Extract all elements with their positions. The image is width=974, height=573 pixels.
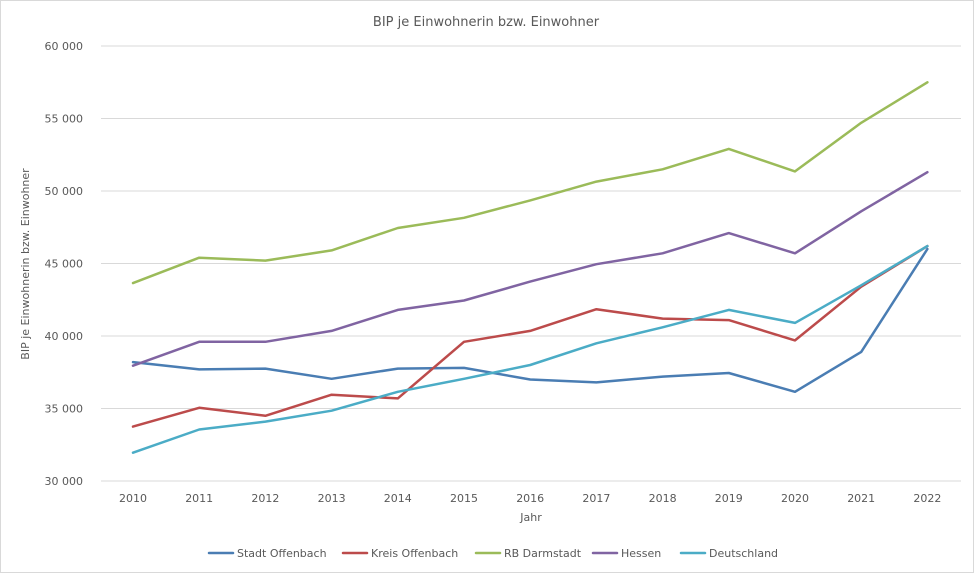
legend-item-rb-darmstadt: RB Darmstadt	[474, 547, 582, 560]
legend-label: Deutschland	[709, 547, 778, 560]
series-line-stadt-offenbach	[131, 247, 929, 394]
y-tick-label: 40 000	[45, 330, 84, 343]
x-tick-label: 2019	[715, 492, 743, 505]
y-tick-label: 55 000	[45, 113, 84, 126]
y-tick-label: 45 000	[45, 258, 84, 271]
x-tick-label: 2016	[516, 492, 544, 505]
x-tick-label: 2018	[649, 492, 677, 505]
legend-item-kreis-offenbach: Kreis Offenbach	[341, 547, 458, 560]
chart-title: BIP je Einwohnerin bzw. Einwohner	[373, 15, 600, 30]
series-lines	[131, 81, 929, 454]
x-axis-label: Jahr	[519, 511, 542, 524]
y-axis-label: BIP je Einwohnerin bzw. Einwohner	[19, 168, 32, 360]
y-tick-label: 35 000	[45, 403, 84, 416]
y-tick-label: 60 000	[45, 40, 84, 53]
series-line-kreis-offenbach	[131, 244, 929, 428]
x-tick-label: 2015	[450, 492, 478, 505]
legend: Stadt Offenbach Kreis Offenbach RB Darmsta…	[207, 547, 778, 560]
x-tick-label: 2014	[384, 492, 412, 505]
x-tick-label: 2013	[318, 492, 346, 505]
legend-label: Stadt Offenbach	[237, 547, 327, 560]
x-tick-label: 2022	[913, 492, 941, 505]
legend-item-deutschland: Deutschland	[679, 547, 778, 560]
y-tick-label: 30 000	[45, 475, 84, 488]
x-axis-ticks: 2010 2011 2012 2013 2014 2015 2016 2017 2018 2019…	[119, 492, 941, 505]
x-tick-label: 2011	[185, 492, 213, 505]
legend-label: Hessen	[621, 547, 661, 560]
y-tick-label: 50 000	[45, 185, 84, 198]
legend-item-hessen: Hessen	[591, 547, 661, 560]
x-tick-label: 2021	[847, 492, 875, 505]
x-tick-label: 2010	[119, 492, 147, 505]
legend-label: RB Darmstadt	[504, 547, 582, 560]
series-line-deutschland	[131, 244, 929, 454]
x-tick-label: 2012	[251, 492, 279, 505]
y-axis-ticks: 30 000 35 000 40 000 45 000 50 000 55 000 60 0…	[45, 40, 84, 488]
legend-item-stadt-offenbach: Stadt Offenbach	[207, 547, 327, 560]
grid-lines	[101, 45, 961, 482]
x-tick-label: 2017	[582, 492, 610, 505]
series-line-hessen	[131, 170, 929, 367]
series-line-rb-darmstadt	[131, 81, 929, 285]
x-tick-label: 2020	[781, 492, 809, 505]
legend-label: Kreis Offenbach	[371, 547, 458, 560]
